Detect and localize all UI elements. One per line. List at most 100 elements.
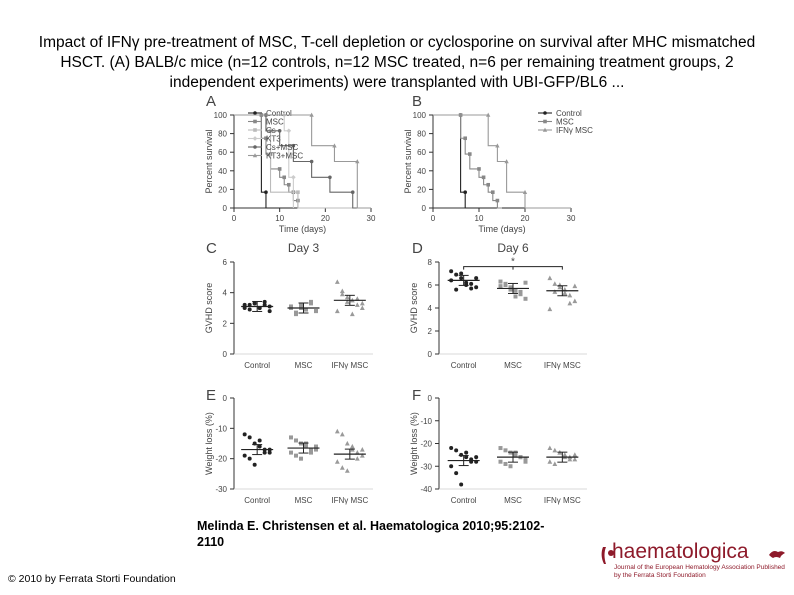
data-point <box>513 452 518 457</box>
data-point <box>309 447 313 452</box>
y-axis-label: GVHD score <box>409 283 419 334</box>
data-point <box>459 452 464 457</box>
data-point <box>547 459 553 464</box>
y-axis-label: Weight loss (%) <box>204 412 214 475</box>
x-tick-label: 0 <box>431 214 436 223</box>
category-label: Control <box>451 361 477 370</box>
y-tick-label: 80 <box>218 130 227 139</box>
y-axis-label: Weight loss (%) <box>409 412 419 475</box>
data-point <box>469 286 474 291</box>
x-tick-label: 0 <box>232 214 237 223</box>
survival-line <box>234 114 294 208</box>
data-point <box>354 456 360 461</box>
panel-letter: D <box>412 240 423 257</box>
data-point <box>503 461 508 466</box>
data-point <box>523 280 528 285</box>
data-point <box>349 443 355 449</box>
data-point <box>267 309 272 314</box>
y-tick-label: -40 <box>420 485 432 494</box>
data-point <box>572 456 578 462</box>
data-point <box>469 281 474 286</box>
y-tick-label: 2 <box>428 327 433 336</box>
data-point <box>267 450 272 455</box>
data-point <box>354 450 360 455</box>
journal-logo: haematologica Journal of the European He… <box>600 540 790 580</box>
data-point <box>257 444 262 449</box>
survival-marker <box>504 159 509 164</box>
survival-marker <box>468 152 472 156</box>
legend-marker <box>253 111 257 115</box>
survival-marker <box>328 175 332 180</box>
survival-marker <box>522 189 528 194</box>
data-point <box>242 453 247 458</box>
y-tick-label: -20 <box>420 440 432 449</box>
data-point <box>334 308 340 314</box>
survival-marker <box>287 182 291 187</box>
x-tick-label: 10 <box>275 214 284 223</box>
data-point <box>523 457 528 462</box>
y-tick-label: 80 <box>417 130 426 139</box>
panel-letter: A <box>206 93 216 110</box>
y-tick-label: -10 <box>215 424 227 433</box>
data-point <box>449 269 454 274</box>
data-point <box>503 448 508 453</box>
survival-marker <box>282 175 287 180</box>
data-point <box>299 456 303 461</box>
data-point <box>349 311 355 317</box>
data-point <box>309 450 313 455</box>
data-point <box>247 456 252 461</box>
data-point <box>359 446 365 452</box>
data-point <box>547 275 553 281</box>
legend-label: KT3+MSC <box>266 152 303 161</box>
survival-marker <box>486 112 491 117</box>
survival-marker <box>277 167 282 171</box>
data-point <box>354 302 360 307</box>
panel-title: Day 6 <box>497 241 529 255</box>
category-label: Control <box>244 496 270 505</box>
data-point <box>339 288 345 294</box>
data-point <box>518 289 523 294</box>
data-point <box>562 290 568 296</box>
data-point <box>359 453 365 458</box>
x-tick-label: 10 <box>475 214 484 223</box>
citation: Melinda E. Christensen et al. Haematolog… <box>197 519 545 549</box>
data-point <box>262 299 267 304</box>
data-point <box>513 294 518 299</box>
data-point <box>449 464 454 469</box>
data-point <box>252 462 257 467</box>
data-point <box>359 300 365 306</box>
x-tick-label: 30 <box>367 214 376 223</box>
survival-marker <box>486 182 490 187</box>
legend-marker <box>543 119 547 124</box>
data-point <box>304 444 308 449</box>
data-point <box>294 438 298 443</box>
data-point <box>257 438 262 443</box>
panel-title: Day 3 <box>288 241 320 255</box>
y-tick-label: 20 <box>218 185 227 194</box>
legend-marker <box>252 153 258 158</box>
y-tick-label: 6 <box>428 281 433 290</box>
data-point <box>567 292 573 298</box>
panel-letter: C <box>206 240 217 257</box>
y-tick-label: 0 <box>223 350 228 359</box>
data-point <box>314 444 318 449</box>
y-tick-label: -30 <box>215 485 227 494</box>
data-point <box>464 455 469 460</box>
data-point <box>289 435 293 440</box>
y-tick-label: 20 <box>417 185 426 194</box>
data-point <box>339 465 345 470</box>
y-tick-label: 100 <box>413 111 427 120</box>
data-point <box>252 301 257 306</box>
data-point <box>572 298 578 304</box>
data-point <box>508 285 513 290</box>
y-tick-label: 60 <box>417 148 426 157</box>
legend-marker <box>253 128 257 132</box>
logo-wordmark: haematologica <box>612 540 749 563</box>
legend-marker <box>543 111 547 115</box>
data-point <box>459 482 464 487</box>
y-tick-label: -10 <box>420 417 432 426</box>
data-point <box>247 307 252 312</box>
survival-line <box>433 114 502 209</box>
data-point <box>454 272 459 277</box>
survival-marker <box>355 159 360 164</box>
